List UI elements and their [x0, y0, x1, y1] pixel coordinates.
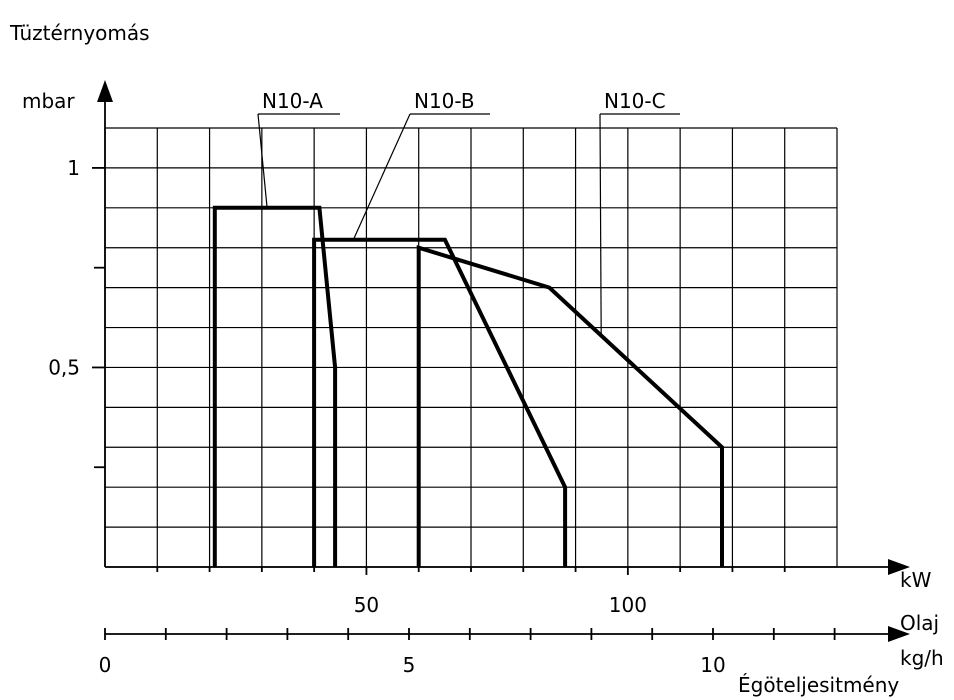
y-tick-label: 0,5 [48, 355, 80, 379]
chart-title: Tüztérnyomás [9, 21, 150, 45]
x-tick-label: 50 [354, 593, 379, 617]
series-label: N10-A [262, 89, 323, 113]
labels: Tüztérnyomás mbar kW Olaj kg/h Égöteljes… [9, 21, 944, 697]
series: N10-A N10-B N10-C [212, 89, 724, 567]
x-axis-arrow [888, 559, 910, 575]
series-line-n10-b [312, 237, 568, 567]
grid [104, 127, 838, 568]
x-axis-label: kW [900, 568, 932, 592]
x2-axis-unit: kg/h [900, 646, 944, 670]
series-label: N10-B [414, 89, 475, 113]
x2-tick-label: 10 [700, 653, 725, 677]
y-axis-arrow [97, 80, 113, 102]
y-axis-label: mbar [22, 89, 75, 113]
x-tick-label: 100 [609, 593, 647, 617]
series-label: N10-C [604, 89, 666, 113]
series-leader-line [257, 113, 268, 208]
axes: 0,5 1 50 100 0 5 10 [48, 80, 910, 677]
series-line-n10-a [212, 205, 338, 567]
footer-label: Égöteljesitmény [738, 673, 899, 697]
series-leader-line [352, 113, 411, 240]
x2-axis-arrow [888, 626, 910, 642]
x2-axis-label: Olaj [900, 611, 939, 635]
series-line-n10-c [416, 244, 724, 567]
x2-tick-label: 5 [403, 653, 416, 677]
y-tick-label: 1 [67, 156, 80, 180]
series-leader-line [599, 113, 602, 336]
x2-tick-label: 0 [99, 653, 112, 677]
